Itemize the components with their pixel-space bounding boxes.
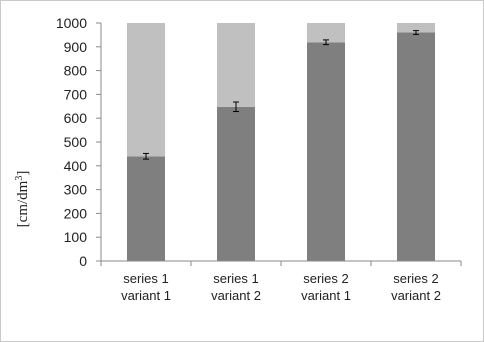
bars	[127, 23, 435, 261]
bar-segment-2-1	[127, 23, 165, 157]
x-category-label: series 2	[303, 271, 349, 286]
error-bar-2	[233, 101, 239, 113]
y-tick-label: 1000	[56, 15, 87, 31]
bar-segment-1-4	[397, 32, 435, 261]
error-bar-4	[413, 30, 419, 35]
x-category-label: variant 2	[391, 288, 441, 303]
bar-segment-1-2	[217, 106, 255, 261]
y-tick-label: 600	[64, 110, 88, 126]
x-category-label: series 1	[213, 271, 259, 286]
bar-segment-1-3	[307, 42, 345, 261]
x-axis-category-labels: series 1 variant 1 series 1 variant 2 series…	[121, 271, 441, 303]
y-axis-label: [cm/dm3]	[14, 171, 32, 228]
bar-segment-2-2	[217, 23, 255, 107]
bar-segment-1-1	[127, 156, 165, 261]
x-category-label: variant 1	[301, 288, 351, 303]
error-bar-1	[143, 152, 149, 160]
y-tick-label: 400	[64, 158, 88, 174]
x-category-label: variant 2	[211, 288, 261, 303]
y-axis-tick-labels: 0 100 200 300 400 500 600 700 800 900 1000	[56, 15, 87, 269]
y-tick-label: 900	[64, 39, 88, 55]
y-tick-label: 700	[64, 86, 88, 102]
x-category-label: series 1	[123, 271, 169, 286]
y-tick-label: 500	[64, 134, 88, 150]
y-tick-label: 200	[64, 205, 88, 221]
x-category-label: series 2	[393, 271, 439, 286]
x-category-label: variant 1	[121, 288, 171, 303]
y-tick-label: 800	[64, 63, 88, 79]
axes	[96, 22, 462, 266]
bar-segment-2-3	[307, 23, 345, 43]
error-bars	[143, 30, 419, 160]
bar-segment-2-4	[397, 23, 435, 33]
y-tick-label: 0	[79, 253, 87, 269]
y-tick-label: 300	[64, 182, 88, 198]
y-tick-label: 100	[64, 229, 88, 245]
error-bar-3	[323, 39, 329, 46]
